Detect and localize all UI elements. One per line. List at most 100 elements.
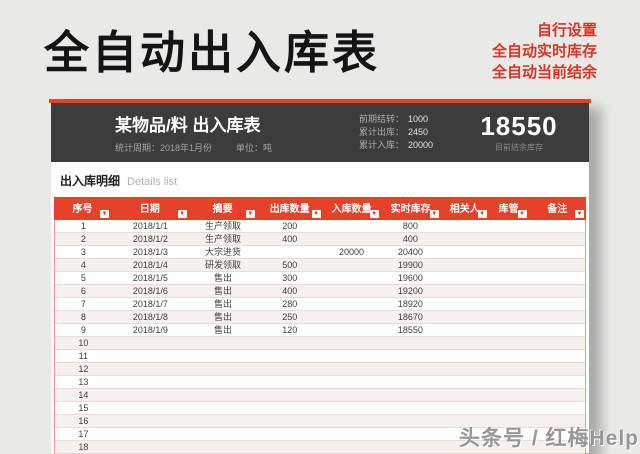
table-cell[interactable] [112, 337, 189, 349]
table-cell[interactable] [440, 272, 488, 284]
table-cell[interactable] [488, 298, 528, 310]
table-cell[interactable] [112, 389, 189, 401]
table-cell[interactable]: 18670 [397, 312, 423, 322]
table-cell[interactable] [440, 350, 488, 362]
table-cell[interactable] [112, 350, 189, 362]
table-cell[interactable] [323, 428, 381, 440]
table-cell[interactable] [380, 389, 440, 401]
table-cell[interactable] [112, 376, 189, 388]
table-cell[interactable]: 12 [78, 364, 89, 374]
filter-dropdown-button[interactable]: ▼ [311, 210, 321, 218]
table-cell[interactable] [189, 337, 257, 349]
table-cell[interactable] [257, 389, 323, 401]
table-cell[interactable]: 生产领取 [204, 234, 241, 244]
table-cell[interactable] [189, 350, 257, 362]
table-cell[interactable] [528, 363, 585, 375]
table-cell[interactable] [528, 402, 585, 414]
table-cell[interactable] [189, 415, 257, 427]
table-cell[interactable] [528, 259, 585, 271]
table-cell[interactable]: 研发领取 [204, 260, 241, 270]
table-cell[interactable] [440, 298, 488, 310]
table-cell[interactable] [112, 402, 189, 414]
table-cell[interactable] [257, 246, 323, 258]
table-cell[interactable]: 售出 [213, 286, 232, 296]
table-cell[interactable] [257, 363, 323, 375]
table-cell[interactable] [323, 272, 381, 284]
table-cell[interactable] [488, 324, 528, 336]
table-cell[interactable]: 售出 [213, 273, 232, 283]
table-cell[interactable] [440, 337, 488, 349]
table-cell[interactable]: 18 [78, 442, 89, 452]
table-cell[interactable] [323, 298, 381, 310]
table-cell[interactable]: 9 [80, 325, 86, 335]
table-cell[interactable] [189, 441, 257, 453]
table-cell[interactable]: 售出 [213, 299, 232, 309]
table-cell[interactable]: 4 [80, 260, 86, 270]
table-cell[interactable] [112, 415, 189, 427]
table-cell[interactable] [323, 285, 381, 297]
table-cell[interactable]: 14 [78, 390, 89, 400]
table-cell[interactable]: 400 [282, 286, 298, 296]
table-cell[interactable] [528, 350, 585, 362]
table-cell[interactable]: 400 [282, 234, 298, 244]
table-cell[interactable]: 1 [80, 221, 86, 231]
table-cell[interactable]: 10 [78, 338, 89, 348]
table-cell[interactable] [528, 376, 585, 388]
table-cell[interactable] [323, 402, 381, 414]
table-cell[interactable] [380, 376, 440, 388]
table-cell[interactable]: 8 [80, 312, 86, 322]
table-cell[interactable] [380, 441, 440, 453]
table-cell[interactable] [323, 350, 381, 362]
table-cell[interactable] [440, 376, 488, 388]
table-cell[interactable] [323, 311, 381, 323]
table-cell[interactable]: 200 [282, 221, 298, 231]
table-cell[interactable]: 18920 [397, 299, 423, 309]
table-cell[interactable] [488, 220, 528, 232]
table-cell[interactable] [189, 389, 257, 401]
table-cell[interactable] [440, 402, 488, 414]
table-cell[interactable] [488, 246, 528, 258]
table-cell[interactable] [488, 402, 528, 414]
table-cell[interactable] [380, 428, 440, 440]
table-cell[interactable] [323, 259, 381, 271]
table-cell[interactable]: 19600 [397, 273, 423, 283]
table-cell[interactable] [257, 337, 323, 349]
table-cell[interactable] [323, 363, 381, 375]
table-cell[interactable] [257, 350, 323, 362]
table-cell[interactable]: 16 [78, 416, 89, 426]
table-cell[interactable]: 120 [282, 325, 298, 335]
table-cell[interactable] [488, 233, 528, 245]
filter-dropdown-button[interactable]: ▼ [245, 210, 255, 218]
table-cell[interactable]: 18550 [397, 325, 423, 335]
table-cell[interactable] [528, 272, 585, 284]
table-cell[interactable] [528, 324, 585, 336]
table-cell[interactable] [112, 441, 189, 453]
table-cell[interactable] [323, 324, 381, 336]
table-cell[interactable] [189, 402, 257, 414]
table-cell[interactable] [488, 363, 528, 375]
table-cell[interactable] [323, 376, 381, 388]
filter-dropdown-button[interactable]: ▼ [177, 210, 187, 218]
table-cell[interactable]: 400 [402, 234, 418, 244]
table-cell[interactable]: 15 [78, 403, 89, 413]
table-cell[interactable]: 售出 [213, 325, 232, 335]
table-cell[interactable] [112, 428, 189, 440]
table-cell[interactable]: 6 [80, 286, 86, 296]
table-cell[interactable] [380, 402, 440, 414]
table-cell[interactable]: 2018/1/7 [132, 299, 168, 309]
table-cell[interactable] [189, 363, 257, 375]
table-cell[interactable] [323, 233, 381, 245]
table-cell[interactable] [380, 337, 440, 349]
table-cell[interactable] [257, 415, 323, 427]
table-cell[interactable]: 250 [282, 312, 298, 322]
table-cell[interactable] [440, 246, 488, 258]
table-cell[interactable]: 500 [282, 260, 298, 270]
table-cell[interactable]: 280 [282, 299, 298, 309]
table-cell[interactable] [189, 376, 257, 388]
table-cell[interactable] [323, 389, 381, 401]
table-cell[interactable] [440, 233, 488, 245]
table-cell[interactable] [440, 220, 488, 232]
table-cell[interactable] [440, 324, 488, 336]
table-cell[interactable] [257, 428, 323, 440]
table-cell[interactable]: 13 [78, 377, 89, 387]
